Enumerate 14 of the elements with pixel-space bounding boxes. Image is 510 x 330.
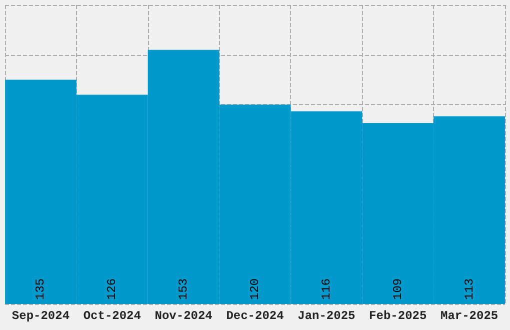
data-label: 126 bbox=[105, 278, 120, 300]
x-tick-label: Dec-2024 bbox=[226, 309, 284, 323]
data-label: 135 bbox=[34, 278, 48, 300]
x-tick-label: Jan-2025 bbox=[298, 309, 356, 323]
x-tick-label: Oct-2024 bbox=[83, 309, 141, 323]
x-tick-label: Sep-2024 bbox=[12, 309, 70, 323]
data-label: 109 bbox=[390, 278, 405, 300]
x-tick-label: Nov-2024 bbox=[154, 309, 212, 323]
x-tick-label: Mar-2025 bbox=[440, 309, 498, 323]
x-tick-label: Feb-2025 bbox=[369, 309, 427, 323]
data-label: 113 bbox=[462, 278, 476, 300]
data-label: 153 bbox=[176, 278, 191, 300]
data-label: 120 bbox=[248, 278, 262, 300]
data-label: 116 bbox=[319, 278, 334, 300]
